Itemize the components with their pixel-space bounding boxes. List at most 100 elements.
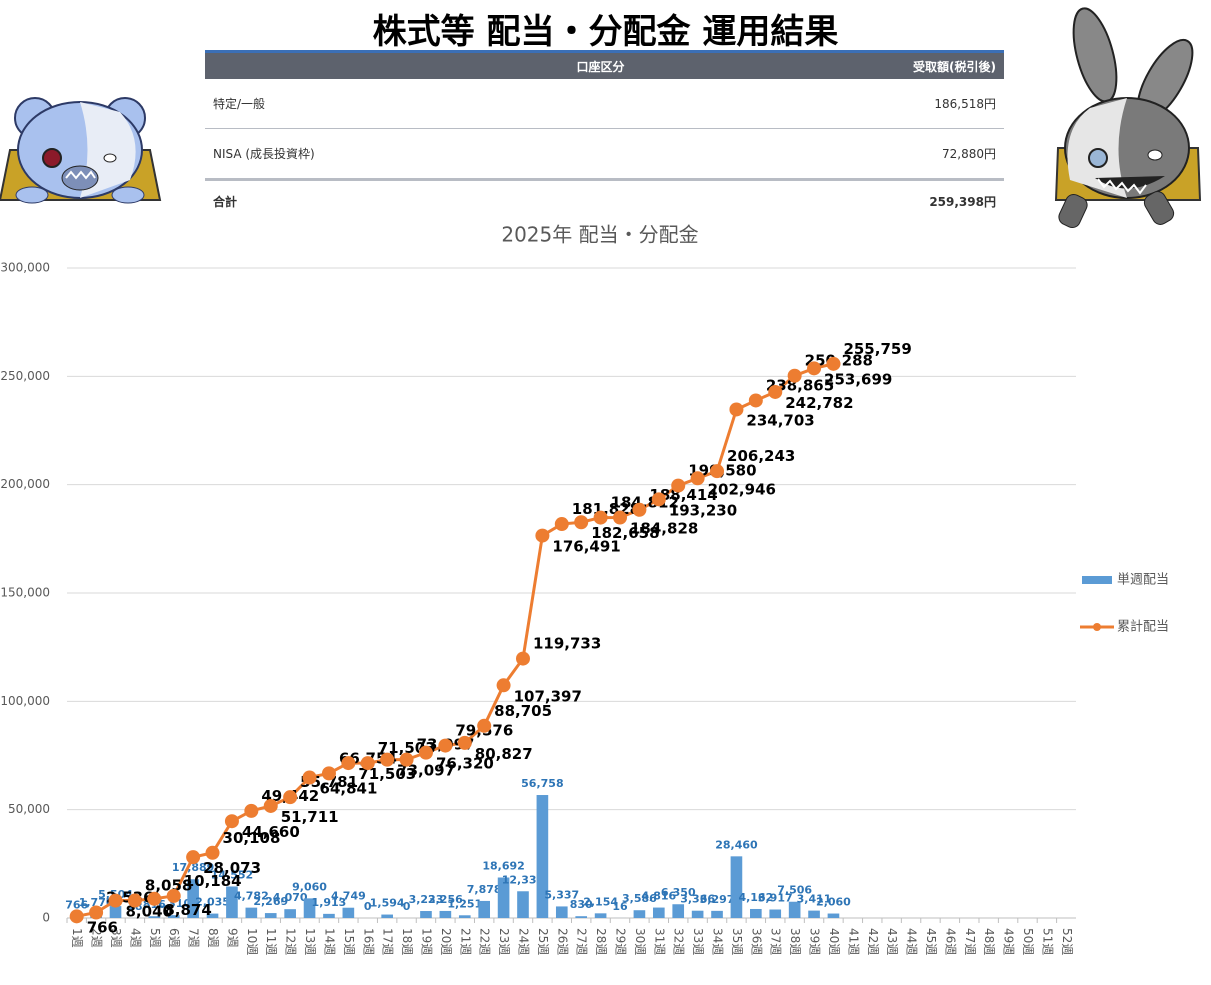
x-tick-label: 21週 <box>458 928 472 955</box>
bar <box>206 913 219 918</box>
bar-data-label: 2,154 <box>583 895 618 908</box>
x-tick-label: 11週 <box>264 928 278 955</box>
bar-data-label: 4,782 <box>234 890 269 903</box>
line-marker <box>768 384 783 399</box>
line-marker <box>554 517 569 532</box>
cell: 72,880円 <box>942 147 996 161</box>
bar-data-label: 4,070 <box>273 891 308 904</box>
bar-data-label: 56,758 <box>521 777 563 790</box>
bar <box>633 910 646 918</box>
bar <box>439 910 452 918</box>
bar <box>497 877 510 918</box>
legend-label: 累計配当 <box>1117 619 1169 635</box>
bar-data-label: 1,913 <box>312 896 347 909</box>
line-data-label: 8,874 <box>164 901 211 919</box>
x-tick-label: 22週 <box>478 928 492 955</box>
line-marker <box>89 905 104 920</box>
bar-data-label: 2,269 <box>253 895 288 908</box>
bar-data-label: 1,251 <box>447 897 482 910</box>
line-marker <box>341 756 356 771</box>
y-tick-label: 250,000 <box>0 369 50 383</box>
line-marker <box>710 464 725 479</box>
bar-data-label: 3,256 <box>428 893 463 906</box>
bar <box>517 891 529 918</box>
bar-data-label: 0 <box>364 900 372 913</box>
line-marker <box>632 502 647 517</box>
bar <box>730 856 743 918</box>
line-data-label: 73,097 <box>397 762 455 780</box>
bar <box>303 898 316 918</box>
line-marker <box>613 510 628 525</box>
x-tick-label: 31週 <box>652 928 666 955</box>
x-tick-label: 17週 <box>381 928 395 955</box>
line-data-label: 234,703 <box>746 411 814 429</box>
y-tick-label: 100,000 <box>0 694 50 708</box>
bar <box>808 910 820 918</box>
cell: 259,398円 <box>929 194 996 209</box>
x-tick-label: 9週 <box>225 928 239 948</box>
x-tick-label: 8週 <box>206 928 220 948</box>
x-tick-label: 25週 <box>536 928 550 955</box>
line <box>76 362 834 918</box>
column-header: 受取額(税引後) <box>913 59 996 74</box>
x-tick-label: 1週 <box>70 928 84 948</box>
line-data-label: 238,865 <box>766 376 834 394</box>
x-tick-label: 5週 <box>148 928 162 948</box>
line-data-label: 176,491 <box>552 538 620 556</box>
x-tick-label: 35週 <box>730 928 744 955</box>
bar-data-label: 1,310 <box>156 897 191 910</box>
bar-data-label: 3,223 <box>409 893 444 906</box>
bar-data-label: 7,878 <box>467 883 502 896</box>
bar <box>167 915 180 918</box>
bar-data-label: 3,586 <box>622 892 657 905</box>
line-marker <box>535 528 550 543</box>
bar-data-label: 4,816 <box>641 890 676 903</box>
bar <box>652 907 665 918</box>
summary-table: 口座区分 受取額(税引後) 特定/一般 186,518円 NISA (成長投資枠… <box>205 50 1004 221</box>
table-row: 合計 259,398円 <box>205 179 1004 221</box>
x-tick-label: 29週 <box>614 928 628 955</box>
bar <box>109 906 122 918</box>
legend-swatch <box>1082 576 1112 584</box>
bar-data-label: 6,350 <box>661 886 696 899</box>
line-marker <box>244 803 259 818</box>
bar <box>226 886 238 918</box>
x-tick-label: 16週 <box>361 928 375 955</box>
x-tick-label: 10週 <box>245 928 259 955</box>
line-data-label: 193,230 <box>669 501 737 519</box>
x-tick-label: 43週 <box>885 928 899 955</box>
line-data-label: 76,320 <box>436 755 494 773</box>
line-marker <box>360 756 375 771</box>
line-data-label: 188,414 <box>649 486 717 504</box>
bar <box>788 901 801 918</box>
x-tick-label: 36週 <box>749 928 763 955</box>
line-data-label: 107,397 <box>514 687 582 705</box>
x-tick-label: 48週 <box>982 928 996 955</box>
bar-data-label: 2,060 <box>816 896 851 909</box>
cell: 特定/一般 <box>213 97 266 111</box>
line-marker <box>477 718 492 733</box>
x-tick-label: 33週 <box>691 928 705 955</box>
line-marker <box>496 678 511 693</box>
line-marker <box>651 492 666 507</box>
y-tick-label: 50,000 <box>8 802 50 816</box>
line-data-label: 10,184 <box>184 872 242 890</box>
bar <box>691 910 704 918</box>
line-marker <box>166 888 181 903</box>
x-tick-label: 30週 <box>633 928 647 955</box>
line-data-label: 206,243 <box>727 447 795 465</box>
bar <box>420 911 432 918</box>
line-marker <box>263 798 278 813</box>
line-marker <box>399 752 414 767</box>
x-tick-label: 2週 <box>90 928 104 948</box>
bar-data-label: 1,594 <box>370 897 405 910</box>
x-tick-label: 42週 <box>866 928 880 955</box>
x-tick-label: 32週 <box>672 928 686 955</box>
bar <box>284 909 296 918</box>
x-tick-label: 13週 <box>303 928 317 955</box>
bar <box>323 913 335 918</box>
x-tick-label: 23週 <box>497 928 511 955</box>
line-data-label: 64,841 <box>320 780 378 798</box>
bar <box>711 910 723 918</box>
